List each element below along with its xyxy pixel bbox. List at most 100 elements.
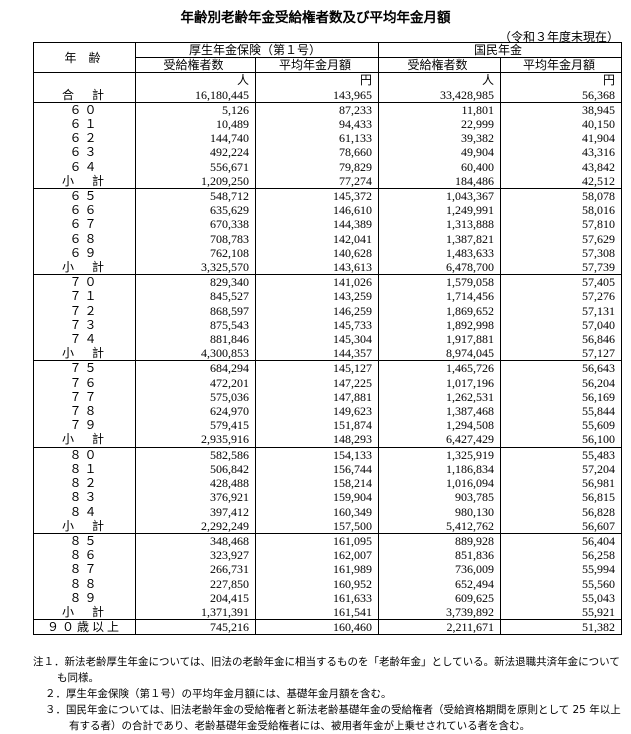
header-age: 年 齢 xyxy=(33,41,136,74)
subtotal-row: 小 計 1,371,391 161,541 3,739,892 55,921 xyxy=(33,604,623,620)
age-label: ７２ xyxy=(33,303,136,318)
cell: 94,433 xyxy=(254,117,380,132)
age-label: 小 計 xyxy=(33,604,136,620)
cell: 56,828 xyxy=(500,504,623,519)
notes: 注１．新法老齢厚生年金については、旧法の老齢年金に相当するものを「老齢年金」とし… xyxy=(33,654,623,734)
cell: 745,216 xyxy=(135,619,256,635)
cell: 845,527 xyxy=(135,289,256,304)
cell: 56,981 xyxy=(500,476,623,491)
table-row: ７８ 624,970 149,623 1,387,468 55,844 xyxy=(33,404,623,419)
cell: 43,316 xyxy=(500,145,623,160)
unit-row: 人 円 人 円 xyxy=(33,72,623,88)
cell: 144,740 xyxy=(135,131,256,146)
cell: 670,338 xyxy=(135,217,256,232)
cell: 161,989 xyxy=(254,562,380,577)
age-label: ７７ xyxy=(33,389,136,405)
age-label: ６３ xyxy=(33,145,136,160)
table-row: ７６ 472,201 147,225 1,017,196 56,204 xyxy=(33,375,623,390)
cell: 33,428,985 xyxy=(378,87,502,103)
cell: 1,043,367 xyxy=(378,188,502,204)
cell: 162,007 xyxy=(254,548,380,563)
age-label: ７８ xyxy=(33,404,136,419)
subtotal-row: 小 計 1,209,250 77,274 184,486 42,512 xyxy=(33,173,623,189)
cell: 147,881 xyxy=(254,389,380,405)
age-label: ７３ xyxy=(33,317,136,333)
cell: 161,633 xyxy=(254,590,380,605)
cell: 40,150 xyxy=(500,117,623,132)
table-row: ６７ 670,338 144,389 1,313,888 57,810 xyxy=(33,217,623,232)
table-row: ７９ 579,415 151,874 1,294,508 55,609 xyxy=(33,418,623,433)
header-kosei: 厚生年金保険（第１号） xyxy=(134,41,380,59)
age-label: ６１ xyxy=(33,117,136,132)
cell: 5,126 xyxy=(135,101,256,118)
age-label: ８２ xyxy=(33,476,136,491)
cell: 56,846 xyxy=(500,332,623,347)
cell: 55,483 xyxy=(500,446,623,462)
age-label: ６０ xyxy=(33,101,136,118)
cell: 58,016 xyxy=(500,203,623,218)
cell: 160,349 xyxy=(254,504,380,519)
cell: 57,204 xyxy=(500,461,623,477)
cell: 868,597 xyxy=(135,303,256,318)
cell: 56,404 xyxy=(500,532,623,549)
cell: 58,078 xyxy=(500,188,623,204)
cell: 397,412 xyxy=(135,504,256,519)
cell: 157,500 xyxy=(254,518,380,534)
table-row: ７３ 875,543 145,733 1,892,998 57,040 xyxy=(33,317,623,333)
age-label: 小 計 xyxy=(33,260,136,275)
age-label: ６４ xyxy=(33,159,136,174)
cell: 87,233 xyxy=(254,101,380,118)
cell: 4,300,853 xyxy=(135,346,256,361)
cell: 575,036 xyxy=(135,389,256,405)
cell: 141,026 xyxy=(254,274,380,290)
cell: 160,460 xyxy=(254,619,380,635)
cell: 49,904 xyxy=(378,145,502,160)
age-label: ６９ xyxy=(33,245,136,261)
table-row: ６５ 548,712 145,372 1,043,367 58,078 xyxy=(33,188,623,204)
cell: 57,131 xyxy=(500,303,623,318)
age-label: ８８ xyxy=(33,576,136,591)
cell: 55,043 xyxy=(500,590,623,605)
subtotal-row: 小 計 2,935,916 148,293 6,427,429 56,100 xyxy=(33,432,623,448)
age-label: ７６ xyxy=(33,375,136,390)
age-label: ７５ xyxy=(33,360,136,376)
table-row: ６２ 144,740 61,133 39,382 41,904 xyxy=(33,131,623,146)
age-label: ７４ xyxy=(33,332,136,347)
cell: 1,387,468 xyxy=(378,404,502,419)
cell: 1,869,652 xyxy=(378,303,502,318)
age-label: 小 計 xyxy=(33,432,136,448)
cell: 56,643 xyxy=(500,360,623,376)
table-row: ７５ 684,294 145,127 1,465,726 56,643 xyxy=(33,360,623,376)
cell: 56,169 xyxy=(500,389,623,405)
table-row: ６６ 635,629 146,610 1,249,991 58,016 xyxy=(33,203,623,218)
age-label: ８３ xyxy=(33,490,136,505)
cell: 16,180,445 xyxy=(135,87,256,103)
cell: 1,294,508 xyxy=(378,418,502,433)
cell: 889,928 xyxy=(378,532,502,549)
cell: 2,292,249 xyxy=(135,518,256,534)
cell: 154,133 xyxy=(254,446,380,462)
header-kokumin-avg: 平均年金月額 xyxy=(500,57,623,74)
cell: 1,387,821 xyxy=(378,231,502,246)
cell: 851,836 xyxy=(378,548,502,563)
age-label: ８９ xyxy=(33,590,136,605)
cell: 60,400 xyxy=(378,159,502,174)
cell: 980,130 xyxy=(378,504,502,519)
cell: 56,258 xyxy=(500,548,623,563)
table-row: ９０歳以上 745,216 160,460 2,211,671 51,382 xyxy=(33,619,623,635)
cell: 635,629 xyxy=(135,203,256,218)
cell: 57,127 xyxy=(500,346,623,361)
cell: 147,225 xyxy=(254,375,380,390)
cell: 11,801 xyxy=(378,101,502,118)
table-row: ８６ 323,927 162,007 851,836 56,258 xyxy=(33,548,623,563)
cell: 55,844 xyxy=(500,404,623,419)
age-label: ８１ xyxy=(33,461,136,477)
table-row: ８９ 204,415 161,633 609,625 55,043 xyxy=(33,590,623,605)
cell: 1,325,919 xyxy=(378,446,502,462)
cell: 160,952 xyxy=(254,576,380,591)
cell: 55,609 xyxy=(500,418,623,433)
cell: 39,382 xyxy=(378,131,502,146)
cell: 227,850 xyxy=(135,576,256,591)
cell: 55,994 xyxy=(500,562,623,577)
subtotal-row: 小 計 4,300,853 144,357 8,974,045 57,127 xyxy=(33,346,623,361)
